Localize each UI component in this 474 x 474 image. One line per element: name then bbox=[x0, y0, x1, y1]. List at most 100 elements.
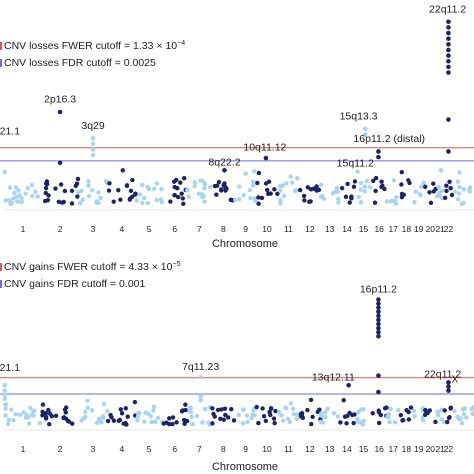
chromosome-tick-label: 7 bbox=[197, 444, 202, 454]
data-point bbox=[290, 180, 295, 185]
data-point bbox=[135, 418, 140, 423]
data-point bbox=[323, 415, 328, 420]
data-point bbox=[53, 413, 59, 419]
data-point bbox=[161, 421, 166, 426]
data-point bbox=[97, 418, 103, 423]
data-point bbox=[94, 420, 100, 426]
data-point bbox=[179, 409, 185, 414]
data-point bbox=[431, 181, 436, 186]
data-point bbox=[461, 186, 466, 192]
data-point bbox=[309, 421, 314, 427]
data-point bbox=[362, 189, 367, 194]
data-point bbox=[43, 416, 49, 421]
data-point bbox=[218, 416, 223, 422]
gains-legend-fdr-label: CNV gains FDR cutoff = 0.001 bbox=[4, 278, 145, 290]
chromosome-tick-label: 21 bbox=[435, 444, 445, 454]
data-point bbox=[123, 406, 128, 411]
data-point bbox=[436, 410, 441, 415]
data-point bbox=[106, 188, 112, 193]
data-point bbox=[154, 181, 160, 186]
highlight-point bbox=[2, 392, 8, 398]
data-point bbox=[350, 412, 355, 418]
data-point bbox=[243, 171, 248, 176]
data-point bbox=[255, 180, 260, 186]
data-point bbox=[384, 199, 390, 204]
data-point bbox=[291, 412, 296, 417]
data-point bbox=[256, 420, 261, 426]
data-point bbox=[425, 410, 430, 416]
data-point bbox=[155, 415, 161, 421]
data-point bbox=[284, 180, 289, 186]
data-point bbox=[361, 407, 366, 412]
data-point bbox=[250, 412, 255, 418]
data-point bbox=[467, 189, 472, 194]
data-point bbox=[125, 414, 130, 419]
data-point bbox=[360, 422, 365, 427]
highlight-point bbox=[57, 109, 63, 115]
data-point bbox=[300, 415, 306, 421]
data-point bbox=[244, 413, 250, 418]
legend-swatch bbox=[0, 59, 2, 67]
data-point bbox=[352, 179, 358, 184]
data-point bbox=[105, 409, 110, 414]
data-point bbox=[5, 421, 11, 427]
data-point bbox=[186, 194, 191, 199]
data-point bbox=[367, 185, 373, 190]
data-point bbox=[145, 200, 151, 206]
chromosome-tick-label: 10 bbox=[262, 444, 272, 454]
highlight-point bbox=[2, 382, 8, 388]
data-point bbox=[280, 418, 286, 423]
data-point bbox=[449, 192, 455, 198]
data-point bbox=[291, 406, 296, 412]
data-point bbox=[85, 398, 90, 403]
chromosome-tick-label: 20 bbox=[426, 444, 436, 454]
highlight-point bbox=[446, 64, 451, 70]
data-point bbox=[170, 421, 175, 427]
data-point bbox=[59, 200, 65, 205]
data-point bbox=[294, 175, 300, 181]
data-point bbox=[108, 412, 113, 418]
data-point bbox=[315, 409, 320, 415]
data-point bbox=[83, 409, 88, 415]
data-point bbox=[272, 187, 277, 192]
data-point bbox=[345, 181, 350, 187]
data-point bbox=[336, 200, 341, 205]
data-point bbox=[447, 179, 452, 184]
data-point bbox=[359, 180, 364, 186]
data-point bbox=[420, 415, 425, 420]
data-point bbox=[7, 197, 12, 203]
highlight-point bbox=[198, 393, 203, 399]
chromosome-tick-label: 6 bbox=[172, 444, 177, 454]
data-point bbox=[58, 182, 64, 187]
data-point bbox=[282, 193, 287, 199]
data-point bbox=[446, 415, 452, 421]
locus-annotation: X bbox=[451, 373, 458, 385]
data-point bbox=[9, 407, 14, 412]
highlight-point bbox=[346, 382, 351, 388]
data-point bbox=[391, 178, 397, 183]
data-point bbox=[237, 197, 242, 202]
data-point bbox=[275, 191, 280, 197]
data-point bbox=[221, 417, 227, 422]
data-point bbox=[250, 179, 256, 184]
data-point bbox=[355, 416, 360, 422]
data-point bbox=[268, 412, 273, 418]
locus-annotation: 3q29 bbox=[81, 120, 105, 132]
data-point bbox=[148, 414, 154, 419]
data-point bbox=[174, 177, 179, 183]
data-point bbox=[266, 179, 272, 184]
chromosome-tick-label: 2 bbox=[58, 444, 63, 454]
data-point bbox=[43, 411, 49, 416]
data-point bbox=[411, 408, 417, 414]
data-point bbox=[174, 420, 179, 425]
data-point bbox=[318, 194, 324, 199]
data-point bbox=[464, 415, 469, 420]
data-point bbox=[167, 416, 172, 421]
data-point bbox=[319, 413, 325, 419]
data-point bbox=[394, 195, 399, 200]
highlight-point bbox=[222, 167, 227, 173]
data-point bbox=[7, 185, 13, 190]
highlight-point bbox=[376, 301, 381, 306]
data-point bbox=[130, 177, 135, 183]
data-point bbox=[181, 417, 187, 423]
